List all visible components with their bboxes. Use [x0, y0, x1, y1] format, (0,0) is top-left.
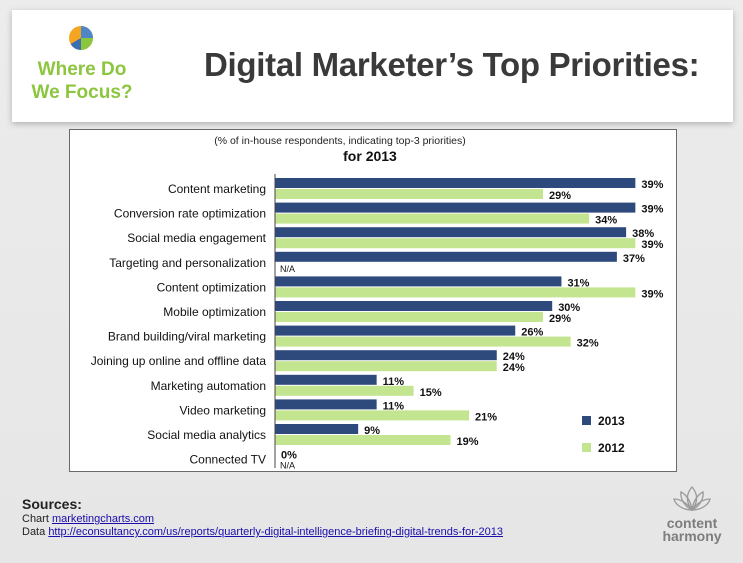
data-label-2013: 37%: [623, 253, 645, 265]
brand-logo: content harmony: [647, 484, 737, 543]
data-label-2013: 39%: [641, 179, 663, 191]
data-label-2013: 26%: [521, 327, 543, 339]
category-label: Conversion rate optimization: [114, 207, 266, 221]
data-label-2012: 21%: [475, 411, 497, 423]
bar-2012: [275, 385, 414, 396]
data-label-2012: 32%: [577, 338, 599, 350]
data-source-line: Data http://econsultancy.com/us/reports/…: [22, 526, 503, 539]
bar-2013: [275, 374, 377, 385]
data-source-prefix: Data: [22, 526, 46, 538]
chart-subtitle: (% of in-house respondents, indicating t…: [214, 135, 466, 147]
bar-2013: [275, 178, 636, 188]
data-label-2012: 39%: [641, 288, 663, 300]
category-label: Connected TV: [190, 453, 267, 467]
chart-source-link[interactable]: marketingcharts.com: [51, 513, 155, 525]
legend-label-2013: 2013: [598, 414, 625, 428]
data-label-2013: 38%: [632, 228, 654, 240]
legend-label-2012: 2012: [598, 441, 625, 455]
brand-line2: harmony: [662, 528, 722, 544]
bar-2012: [275, 312, 543, 322]
data-label-2013: 11%: [383, 400, 405, 412]
data-source-link[interactable]: http://econsultancy.com/us/reports/quart…: [48, 526, 503, 538]
data-label-2013: 31%: [567, 277, 589, 289]
na-label: N/A: [280, 461, 295, 471]
bar-2012: [275, 410, 470, 421]
side-title: Where Do We Focus?: [12, 58, 152, 104]
header-banner: Where Do We Focus? Digital Marketer’s To…: [12, 10, 733, 122]
category-label: Marketing automation: [151, 379, 266, 393]
category-label: Targeting and personalization: [109, 256, 266, 270]
bar-2013: [275, 325, 516, 336]
bar-2013: [275, 399, 377, 410]
bar-2013: [275, 350, 497, 361]
data-label-2013: 11%: [383, 376, 405, 388]
data-label-2013: 30%: [558, 302, 580, 314]
data-label-2013: 24%: [503, 351, 525, 363]
bar-2012: [275, 213, 590, 224]
lotus-icon: [673, 486, 711, 512]
sources-title: Sources:: [22, 496, 82, 512]
bar-2013: [275, 276, 562, 287]
bar-2012: [275, 287, 636, 298]
bar-2013: [275, 202, 636, 213]
category-label: Content optimization: [157, 280, 266, 294]
data-label-2013: 9%: [364, 425, 380, 437]
bar-2013: [275, 251, 617, 262]
data-label-2012: 39%: [641, 239, 663, 251]
legend-swatch-2013: [582, 416, 591, 425]
bar-chart: (% of in-house respondents, indicating t…: [91, 135, 664, 471]
bar-2012: [275, 238, 636, 249]
data-label-2012: 29%: [549, 190, 571, 202]
category-label: Joining up online and offline data: [91, 354, 267, 368]
bar-2012: [275, 189, 543, 199]
chart-source-prefix: Chart: [22, 513, 49, 525]
data-label-2013: 0%: [281, 450, 297, 462]
category-label: Mobile optimization: [163, 305, 266, 319]
data-label-2013: 39%: [641, 204, 663, 216]
data-label-2012: 19%: [457, 436, 479, 448]
page-title: Digital Marketer’s Top Priorities:: [204, 46, 700, 83]
category-label: Content marketing: [168, 182, 266, 196]
bar-2012: [275, 435, 451, 445]
pie-chart-icon: [69, 26, 93, 50]
bar-2012: [275, 336, 571, 347]
bar-2013: [275, 424, 359, 434]
side-title-line2: We Focus?: [31, 82, 133, 103]
bar-2012: [275, 361, 497, 372]
bar-2013: [275, 301, 553, 311]
category-label: Brand building/viral marketing: [108, 330, 266, 344]
category-label: Social media engagement: [127, 231, 266, 245]
na-label: N/A: [280, 264, 295, 274]
data-label-2012: 29%: [549, 313, 571, 325]
category-label: Video marketing: [180, 403, 267, 417]
data-label-2012: 15%: [420, 387, 442, 399]
legend-swatch-2012: [582, 443, 591, 452]
brand-line1: content: [666, 515, 718, 531]
chart-title: for 2013: [343, 148, 397, 164]
chart-container: (% of in-house respondents, indicating t…: [69, 129, 677, 472]
sources-block: Sources: Chart marketingcharts.com Data …: [22, 496, 503, 539]
bar-2013: [275, 227, 627, 238]
chart-source-line: Chart marketingcharts.com: [22, 513, 503, 526]
side-title-line1: Where Do: [37, 59, 127, 80]
data-label-2012: 34%: [595, 215, 617, 227]
category-label: Social media analytics: [147, 428, 266, 442]
data-label-2012: 24%: [503, 362, 525, 374]
